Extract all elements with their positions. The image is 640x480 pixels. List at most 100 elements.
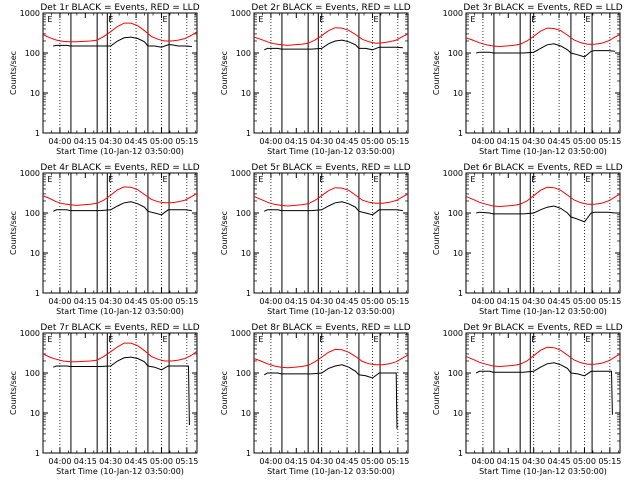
interval-flag-label: E <box>470 175 475 184</box>
x-tick-label: 05:00 <box>150 457 173 466</box>
x-tick-label: 04:45 <box>125 297 148 306</box>
x-tick-label: 04:00 <box>48 297 71 306</box>
plot-panel-5: Det 5r BLACK = Events, RED = LLD E E E 1 10 10… <box>220 163 411 316</box>
x-tick-label: 04:45 <box>548 457 571 466</box>
y-tick-label: 1000 <box>443 329 463 338</box>
x-axis-label: Start Time (10-Jan-12 03:50:00) <box>56 147 184 156</box>
interval-flag-label: E <box>258 175 263 184</box>
x-tick-label: 05:15 <box>175 457 198 466</box>
panel-title: Det 8r BLACK = Events, RED = LLD <box>251 323 410 333</box>
y-tick-label: 1 <box>458 289 463 298</box>
y-tick-label: 100 <box>236 209 251 218</box>
x-axis-label: Start Time (10-Jan-12 03:50:00) <box>479 467 607 476</box>
interval-flag-label: E <box>47 335 52 344</box>
x-tick-label: 04:00 <box>48 457 71 466</box>
y-axis-label: Counts/sec <box>220 51 229 95</box>
lld-series-line <box>465 346 621 368</box>
plot-panel-2: Det 2r BLACK = Events, RED = LLD E E E 1 10 10… <box>220 3 411 156</box>
x-tick-label: 05:15 <box>386 297 409 306</box>
panel-title: Det 3r BLACK = Events, RED = LLD <box>463 3 622 13</box>
x-tick-label: 05:15 <box>598 457 621 466</box>
x-tick-label: 04:00 <box>259 137 282 146</box>
lld-series-line <box>42 342 198 363</box>
y-tick-label: 1 <box>35 129 40 138</box>
interval-flag-label: E <box>162 15 167 24</box>
events-series-line <box>476 205 615 223</box>
interval-flag-label: E <box>47 175 52 184</box>
y-tick-label: 1 <box>458 129 463 138</box>
plot-panel-6: Det 6r BLACK = Events, RED = LLD E E E 1 10 10… <box>432 163 623 316</box>
y-axis-label: Counts/sec <box>220 211 229 255</box>
x-tick-label: 04:30 <box>522 457 545 466</box>
x-tick-label: 04:15 <box>74 137 97 146</box>
interval-flag-label: E <box>108 335 113 344</box>
interval-flag-label: E <box>585 335 590 344</box>
x-tick-label: 04:45 <box>336 137 359 146</box>
panel-title: Det 7r BLACK = Events, RED = LLD <box>40 323 199 333</box>
interval-flag-label: E <box>470 335 475 344</box>
x-tick-label: 04:00 <box>471 457 494 466</box>
x-axis-label: Start Time (10-Jan-12 03:50:00) <box>267 307 395 316</box>
y-tick-label: 10 <box>453 249 463 258</box>
x-axis-label: Start Time (10-Jan-12 03:50:00) <box>479 147 607 156</box>
y-tick-label: 10 <box>241 409 251 418</box>
y-tick-label: 100 <box>236 369 251 378</box>
y-tick-label: 1000 <box>231 169 251 178</box>
events-series-line <box>476 43 615 58</box>
x-tick-label: 04:45 <box>125 137 148 146</box>
interval-flag-label: E <box>258 335 263 344</box>
y-tick-label: 100 <box>236 49 251 58</box>
panel-title: Det 1r BLACK = Events, RED = LLD <box>40 3 199 13</box>
x-tick-label: 04:30 <box>99 297 122 306</box>
x-tick-label: 05:15 <box>598 137 621 146</box>
x-tick-label: 04:30 <box>522 297 545 306</box>
lld-series-line <box>42 186 198 206</box>
y-tick-label: 10 <box>30 409 40 418</box>
x-axis-label: Start Time (10-Jan-12 03:50:00) <box>56 307 184 316</box>
panel-title: Det 5r BLACK = Events, RED = LLD <box>251 163 410 173</box>
x-tick-label: 04:00 <box>259 457 282 466</box>
interval-flag-label: E <box>373 15 378 24</box>
plot-panel-9: Det 9r BLACK = Events, RED = LLD E E E 1 10 10… <box>432 323 623 476</box>
x-tick-label: 04:45 <box>125 457 148 466</box>
y-tick-label: 1000 <box>231 9 251 18</box>
plot-frame <box>253 172 409 294</box>
x-tick-label: 04:30 <box>99 137 122 146</box>
interval-flag-label: E <box>373 175 378 184</box>
y-tick-label: 1000 <box>20 9 40 18</box>
x-tick-label: 04:15 <box>497 137 520 146</box>
y-axis-label: Counts/sec <box>9 51 18 95</box>
y-tick-label: 10 <box>30 89 40 98</box>
x-tick-label: 05:15 <box>386 457 409 466</box>
x-tick-label: 04:45 <box>336 297 359 306</box>
events-series-line <box>53 36 192 48</box>
x-tick-label: 05:00 <box>573 137 596 146</box>
lld-series-line <box>465 186 621 208</box>
x-tick-label: 05:15 <box>386 137 409 146</box>
x-tick-label: 04:00 <box>471 297 494 306</box>
events-series-line <box>263 364 398 429</box>
y-tick-label: 10 <box>241 249 251 258</box>
x-tick-label: 04:45 <box>548 297 571 306</box>
y-tick-label: 1 <box>35 449 40 458</box>
y-tick-label: 10 <box>30 249 40 258</box>
plot-panel-7: Det 7r BLACK = Events, RED = LLD E E E 1 10 10… <box>9 323 200 476</box>
events-series-line <box>52 201 192 216</box>
y-tick-label: 1 <box>458 449 463 458</box>
y-tick-label: 10 <box>241 89 251 98</box>
y-tick-label: 1 <box>246 289 251 298</box>
interval-flag-label: E <box>47 15 52 24</box>
y-tick-label: 1 <box>246 449 251 458</box>
interval-flag-label: E <box>162 175 167 184</box>
y-tick-label: 1000 <box>231 329 251 338</box>
lld-series-line <box>253 27 409 46</box>
y-tick-label: 10 <box>453 89 463 98</box>
y-tick-label: 1 <box>246 129 251 138</box>
x-tick-label: 04:30 <box>310 457 333 466</box>
plot-frame <box>42 172 198 294</box>
plot-frame <box>42 332 198 454</box>
lld-series-line <box>253 348 409 369</box>
x-tick-label: 05:00 <box>150 297 173 306</box>
y-tick-label: 100 <box>448 369 463 378</box>
x-tick-label: 04:30 <box>310 297 333 306</box>
